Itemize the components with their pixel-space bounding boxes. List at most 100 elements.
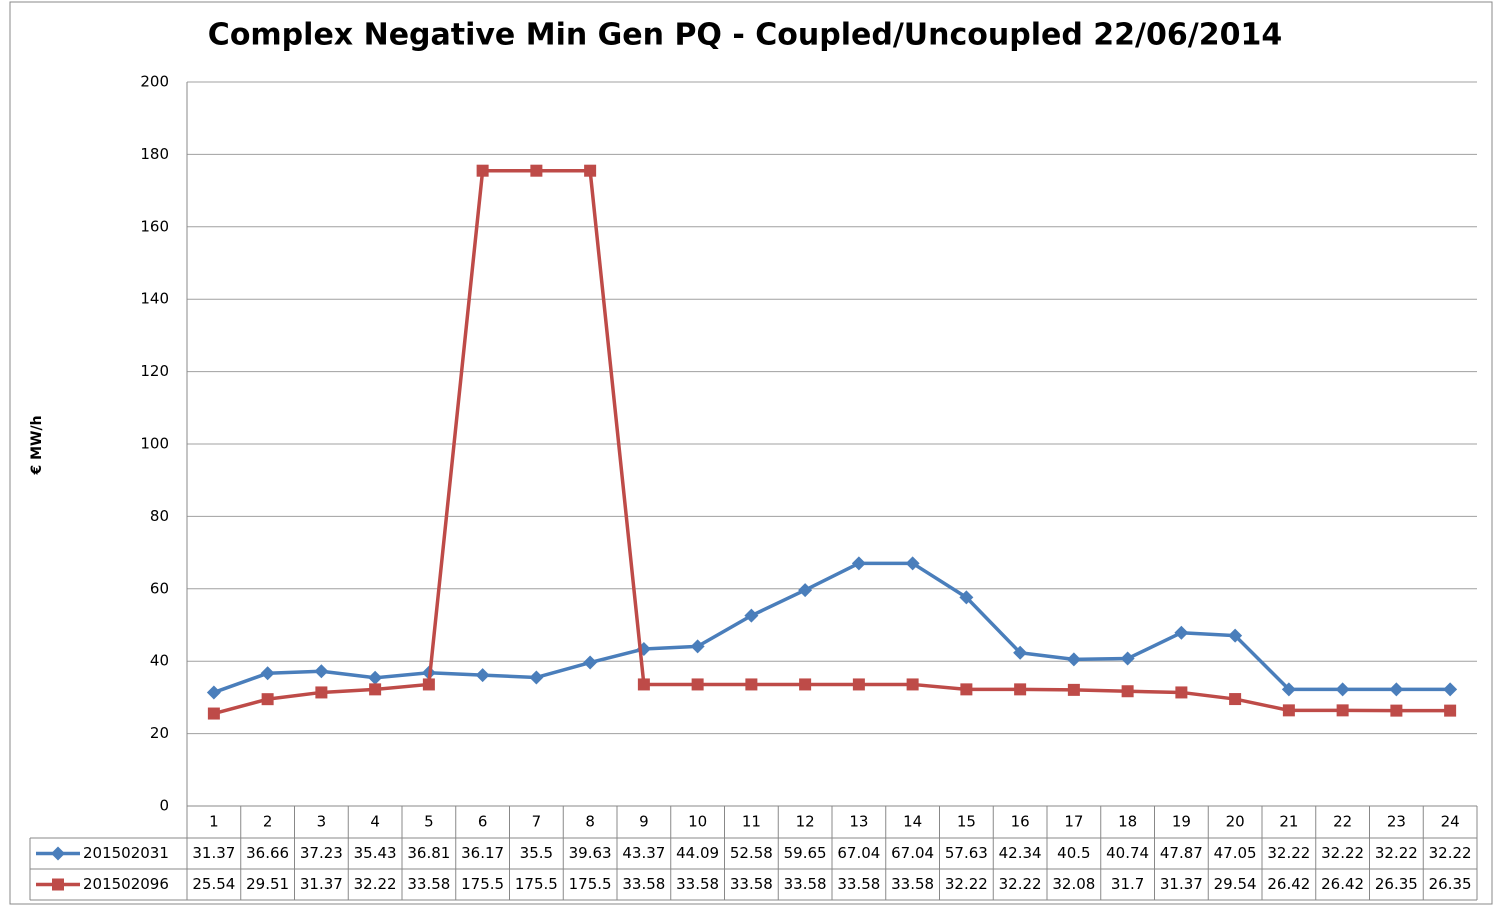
point-marker — [530, 164, 543, 177]
legend-marker — [52, 878, 64, 891]
point-marker — [422, 678, 435, 691]
table-value: 40.74 — [1106, 844, 1149, 862]
point-marker — [1335, 682, 1350, 697]
table-value: 175.5 — [461, 875, 504, 893]
table-value: 26.42 — [1321, 875, 1364, 893]
table-value: 33.58 — [622, 875, 665, 893]
table-value: 67.04 — [891, 844, 934, 862]
series-line — [213, 168, 1451, 716]
table-value: 31.37 — [300, 875, 343, 893]
table-value: 32.22 — [1429, 844, 1472, 862]
point-marker — [1229, 693, 1242, 706]
y-tick-label: 60 — [150, 579, 169, 597]
point-marker — [207, 707, 220, 720]
table-value: 44.09 — [676, 844, 719, 862]
table-value: 26.35 — [1429, 875, 1472, 893]
point-marker — [798, 583, 813, 598]
table-value: 35.5 — [520, 844, 553, 862]
y-tick-label: 100 — [140, 435, 169, 453]
point-marker — [1444, 704, 1457, 717]
point-marker — [1175, 686, 1188, 699]
point-marker — [851, 556, 866, 571]
chart-border — [9, 1, 1493, 905]
point-marker — [315, 686, 328, 699]
point-marker — [1443, 682, 1458, 697]
x-tick-label: 14 — [903, 813, 922, 831]
table-value: 36.66 — [246, 844, 289, 862]
table-value: 33.58 — [837, 875, 880, 893]
legend-marker — [51, 846, 65, 861]
x-tick-label: 19 — [1172, 813, 1191, 831]
point-marker — [260, 666, 275, 681]
table-value: 32.22 — [999, 875, 1042, 893]
point-marker — [206, 685, 221, 700]
x-tick-label: 15 — [957, 813, 976, 831]
table-value: 52.58 — [730, 844, 773, 862]
legend-label: 201502031 — [83, 844, 169, 862]
x-tick-label: 9 — [639, 813, 649, 831]
x-tick-label: 5 — [424, 813, 434, 831]
table-value: 39.63 — [569, 844, 612, 862]
point-marker — [745, 678, 758, 691]
point-marker — [1390, 704, 1403, 717]
x-tick-label: 17 — [1064, 813, 1083, 831]
point-marker — [1281, 682, 1296, 697]
point-marker — [691, 678, 704, 691]
x-tick-label: 20 — [1226, 813, 1245, 831]
table-value: 26.35 — [1375, 875, 1418, 893]
point-marker — [1013, 645, 1028, 660]
point-marker — [529, 670, 544, 685]
y-tick-label: 200 — [140, 73, 169, 91]
table-value: 33.58 — [407, 875, 450, 893]
table-value: 29.51 — [246, 875, 289, 893]
chart-title: Complex Negative Min Gen PQ - Coupled/Un… — [208, 18, 1282, 53]
y-tick-label: 140 — [140, 290, 169, 308]
table-value: 36.81 — [407, 844, 450, 862]
table-value: 32.22 — [1267, 844, 1310, 862]
point-marker — [1336, 704, 1349, 717]
point-marker — [261, 693, 274, 706]
x-tick-label: 10 — [688, 813, 707, 831]
y-tick-label: 180 — [140, 145, 169, 163]
x-tick-label: 3 — [317, 813, 327, 831]
point-marker — [1228, 628, 1243, 643]
x-tick-label: 23 — [1387, 813, 1406, 831]
point-marker — [1120, 651, 1135, 666]
table-value: 31.37 — [192, 844, 235, 862]
y-tick-label: 0 — [159, 797, 169, 815]
point-marker — [1014, 683, 1027, 696]
table-value: 32.08 — [1052, 875, 1095, 893]
point-marker — [906, 678, 919, 691]
point-marker — [1121, 685, 1134, 698]
table-value: 36.17 — [461, 844, 504, 862]
table-value: 40.5 — [1057, 844, 1090, 862]
x-tick-label: 18 — [1118, 813, 1137, 831]
y-tick-label: 20 — [150, 724, 169, 742]
x-tick-label: 2 — [263, 813, 273, 831]
point-marker — [744, 608, 759, 623]
table-value: 43.37 — [622, 844, 665, 862]
point-marker — [475, 668, 490, 683]
point-marker — [584, 164, 597, 177]
table-value: 31.7 — [1111, 875, 1144, 893]
x-tick-label: 7 — [532, 813, 542, 831]
table-value: 59.65 — [784, 844, 827, 862]
x-tick-label: 24 — [1441, 813, 1460, 831]
table-value: 47.05 — [1214, 844, 1257, 862]
table-value: 57.63 — [945, 844, 988, 862]
table-value: 25.54 — [192, 875, 235, 893]
y-tick-label: 80 — [150, 507, 169, 525]
point-marker — [1389, 682, 1404, 697]
table-value: 29.54 — [1214, 875, 1257, 893]
table-value: 35.43 — [354, 844, 397, 862]
table-value: 33.58 — [730, 875, 773, 893]
point-marker — [369, 683, 382, 696]
x-tick-label: 8 — [585, 813, 595, 831]
point-marker — [690, 639, 705, 654]
point-marker — [1174, 625, 1189, 640]
point-marker — [368, 670, 383, 685]
table-value: 33.58 — [784, 875, 827, 893]
point-marker — [314, 664, 329, 679]
point-marker — [476, 164, 489, 177]
x-tick-label: 4 — [370, 813, 380, 831]
